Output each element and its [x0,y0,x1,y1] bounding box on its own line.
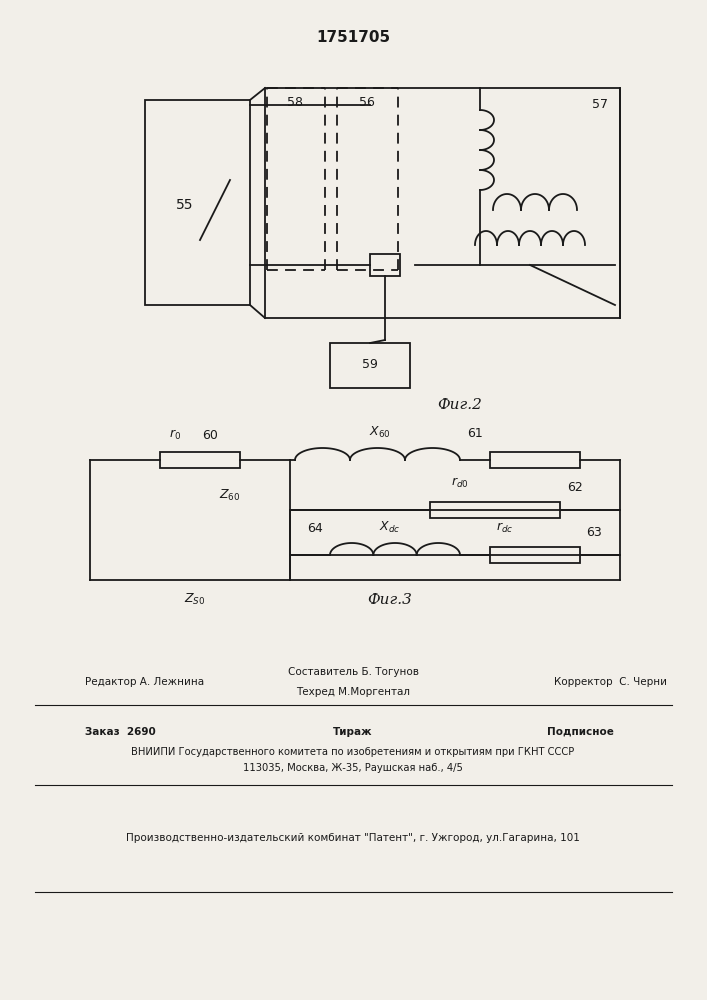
Text: Производственно-издательский комбинат "Патент", г. Ужгород, ул.Гагарина, 101: Производственно-издательский комбинат "П… [126,833,580,843]
Text: 113035, Москва, Ж-35, Раушская наб., 4/5: 113035, Москва, Ж-35, Раушская наб., 4/5 [243,763,463,773]
Text: 64: 64 [307,522,323,535]
Text: 60: 60 [202,429,218,442]
Bar [370,254,400,276]
Text: 1751705: 1751705 [316,29,390,44]
Bar [330,343,410,388]
Text: $X_{60}$: $X_{60}$ [369,425,391,440]
Text: Составитель Б. Тогунов: Составитель Б. Тогунов [288,667,419,677]
Bar [265,88,620,318]
Text: 57: 57 [592,99,608,111]
Text: $r_{d0}$: $r_{d0}$ [451,476,469,490]
Bar [430,502,560,518]
Text: $Z_{S0}$: $Z_{S0}$ [185,592,206,607]
Text: 56: 56 [359,96,375,108]
Text: ВНИИПИ Государственного комитета по изобретениям и открытиям при ГКНТ СССР: ВНИИПИ Государственного комитета по изоб… [132,747,575,757]
Bar [490,547,580,563]
Text: Техред М.Моргентал: Техред М.Моргентал [296,687,410,697]
Text: Корректор  С. Черни: Корректор С. Черни [554,677,667,687]
Text: $X_{dc}$: $X_{dc}$ [380,520,401,535]
Text: Фиг.3: Фиг.3 [368,593,412,607]
Bar [160,452,240,468]
Text: $r_0$: $r_0$ [169,428,181,442]
Text: Заказ  2690: Заказ 2690 [85,727,156,737]
Text: 62: 62 [567,481,583,494]
Bar [490,452,580,468]
Text: 61: 61 [467,427,483,440]
Text: Фиг.2: Фиг.2 [438,398,482,412]
Text: Тираж: Тираж [333,727,373,737]
Text: 55: 55 [176,198,194,212]
Text: 63: 63 [586,526,602,539]
Text: Редактор А. Лежнина: Редактор А. Лежнина [85,677,204,687]
Text: $r_{dc}$: $r_{dc}$ [496,521,514,535]
Bar [145,100,250,305]
Text: Подписное: Подписное [547,727,614,737]
Text: 59: 59 [362,359,378,371]
Text: 58: 58 [287,96,303,108]
Text: $Z_{60}$: $Z_{60}$ [219,488,240,503]
